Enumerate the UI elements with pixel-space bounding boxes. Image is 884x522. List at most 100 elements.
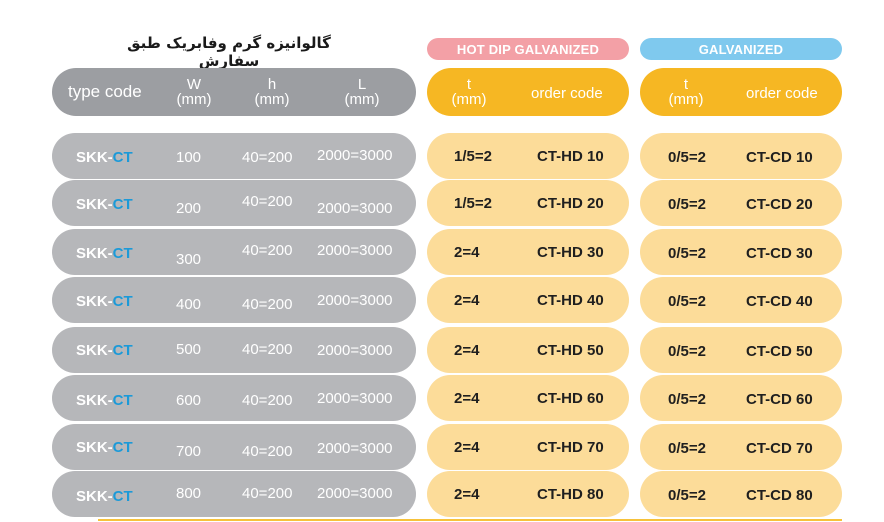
width-value: 400: [176, 296, 202, 313]
length-value: 2000=3000: [317, 390, 393, 407]
galvanized-row: 0/5=2 CT-CD 10: [640, 133, 842, 179]
length-value: 2000=3000: [317, 292, 393, 309]
hot-dip-row: 2=4 CT-HD 80: [427, 471, 629, 517]
spec-row: SKK-CT 200 40=200 2000=3000: [52, 180, 416, 226]
length-unit: (mm): [344, 91, 380, 108]
type-code-suffix: CT: [112, 245, 133, 262]
width-value: 600: [176, 392, 202, 409]
hd-thickness-value: 2=4: [454, 439, 480, 456]
hd-thickness-label: t: [466, 76, 472, 93]
cd-order-code: CT-CD 10: [746, 149, 813, 166]
width-unit: (mm): [176, 91, 212, 108]
hd-thickness-unit: (mm): [451, 91, 487, 108]
type-code: SKK-CT: [76, 293, 133, 310]
type-code-prefix: SKK-: [76, 488, 113, 505]
spec-row: SKK-CT 600 40=200 2000=3000: [52, 375, 416, 421]
hd-order-code-header: order code: [531, 85, 603, 102]
type-code-suffix: CT: [112, 342, 133, 359]
height-value: 40=200: [242, 443, 293, 460]
height-value: 40=200: [242, 341, 293, 358]
hd-thickness-value: 2=4: [454, 486, 480, 503]
type-code: SKK-CT: [76, 149, 133, 166]
hot-dip-row: 2=4 CT-HD 50: [427, 327, 629, 373]
hot-dip-row: 2=4 CT-HD 30: [427, 229, 629, 275]
hd-thickness-value: 1/5=2: [454, 148, 492, 165]
type-code-suffix: CT: [112, 392, 133, 409]
height-value: 40=200: [242, 296, 293, 313]
length-header: L (mm): [340, 77, 384, 107]
spec-row: SKK-CT 400 40=200 2000=3000: [52, 277, 416, 323]
spec-row: SKK-CT 500 40=200 2000=3000: [52, 327, 416, 373]
hd-thickness-value: 1/5=2: [454, 195, 492, 212]
width-value: 300: [176, 251, 202, 268]
type-code: SKK-CT: [76, 196, 133, 213]
width-value: 100: [176, 149, 202, 166]
hot-dip-header: t (mm) order code: [427, 68, 629, 116]
type-code: SKK-CT: [76, 245, 133, 262]
length-value: 2000=3000: [317, 147, 393, 164]
type-code: SKK-CT: [76, 342, 133, 359]
cd-order-code-header: order code: [746, 85, 818, 102]
bottom-divider: [98, 519, 842, 521]
hd-order-code: CT-HD 60: [537, 390, 604, 407]
type-code-prefix: SKK-: [76, 149, 113, 166]
hd-order-code: CT-HD 30: [537, 244, 604, 261]
hd-thickness-value: 2=4: [454, 292, 480, 309]
galvanized-header: t (mm) order code: [640, 68, 842, 116]
cd-thickness-value: 0/5=2: [668, 196, 706, 213]
height-value: 40=200: [242, 193, 293, 210]
type-code-prefix: SKK-: [76, 392, 113, 409]
cd-thickness-value: 0/5=2: [668, 440, 706, 457]
type-code-prefix: SKK-: [76, 293, 113, 310]
width-value: 200: [176, 200, 202, 217]
cd-order-code: CT-CD 20: [746, 196, 813, 213]
spec-row: SKK-CT 300 40=200 2000=3000: [52, 229, 416, 275]
height-header: h (mm): [252, 77, 292, 107]
hd-thickness-value: 2=4: [454, 342, 480, 359]
hd-order-code: CT-HD 40: [537, 292, 604, 309]
galvanized-row: 0/5=2 CT-CD 50: [640, 327, 842, 373]
cd-order-code: CT-CD 40: [746, 293, 813, 310]
hd-order-code: CT-HD 50: [537, 342, 604, 359]
type-code-suffix: CT: [112, 439, 133, 456]
page-title: گالوانیزه گرم وفابریک طبق سفارش: [127, 34, 331, 70]
type-code: SKK-CT: [76, 439, 133, 456]
height-label: h: [267, 76, 277, 93]
spec-row: SKK-CT 800 40=200 2000=3000: [52, 471, 416, 517]
cd-thickness-unit: (mm): [668, 91, 704, 108]
hot-dip-row: 1/5=2 CT-HD 20: [427, 180, 629, 226]
height-value: 40=200: [242, 149, 293, 166]
cd-thickness-value: 0/5=2: [668, 487, 706, 504]
type-code-prefix: SKK-: [76, 342, 113, 359]
height-value: 40=200: [242, 485, 293, 502]
cd-thickness-value: 0/5=2: [668, 343, 706, 360]
hd-thickness-header: t (mm): [449, 77, 489, 107]
hot-dip-row: 2=4 CT-HD 40: [427, 277, 629, 323]
width-header: W (mm): [174, 77, 214, 107]
hd-order-code: CT-HD 80: [537, 486, 604, 503]
hd-order-code: CT-HD 20: [537, 195, 604, 212]
width-label: W: [186, 76, 202, 93]
hot-dip-row: 2=4 CT-HD 70: [427, 424, 629, 470]
type-code-suffix: CT: [112, 488, 133, 505]
cd-order-code: CT-CD 80: [746, 487, 813, 504]
hot-dip-row: 1/5=2 CT-HD 10: [427, 133, 629, 179]
height-value: 40=200: [242, 242, 293, 259]
cd-thickness-value: 0/5=2: [668, 293, 706, 310]
spec-row: SKK-CT 100 40=200 2000=3000: [52, 133, 416, 179]
galvanized-row: 0/5=2 CT-CD 30: [640, 229, 842, 275]
type-code-prefix: SKK-: [76, 196, 113, 213]
type-code-header: type code: [68, 82, 142, 101]
hd-order-code: CT-HD 70: [537, 439, 604, 456]
length-value: 2000=3000: [317, 485, 393, 502]
width-value: 800: [176, 485, 202, 502]
cd-thickness-value: 0/5=2: [668, 149, 706, 166]
length-value: 2000=3000: [317, 342, 393, 359]
spec-header: type code W (mm) h (mm) L (mm): [52, 68, 416, 116]
length-value: 2000=3000: [317, 440, 393, 457]
type-code-prefix: SKK-: [76, 439, 113, 456]
hd-order-code: CT-HD 10: [537, 148, 604, 165]
cd-order-code: CT-CD 70: [746, 440, 813, 457]
galvanized-row: 0/5=2 CT-CD 60: [640, 375, 842, 421]
cd-thickness-label: t: [683, 76, 689, 93]
